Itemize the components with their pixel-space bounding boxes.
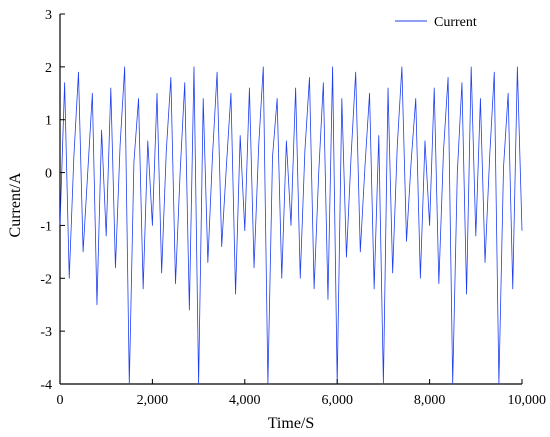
series-line-current — [59, 66, 523, 385]
y-tick-label: -1 — [40, 219, 52, 234]
y-tick-label: 3 — [45, 8, 52, 23]
tick-group: -4 -3 -2 -1 0 1 2 3 0 2,000 4,000 6,000 8,000 10,000 — [40, 8, 546, 408]
y-tick-label: -3 — [40, 325, 52, 340]
legend-label-current: Current — [434, 15, 477, 30]
y-tick-label: 1 — [45, 114, 52, 129]
legend: Current — [395, 15, 477, 30]
x-tick-label: 6,000 — [321, 393, 353, 408]
x-tick-label: 4,000 — [229, 393, 261, 408]
y-tick-label: -2 — [40, 272, 52, 287]
y-axis-title: Current/A — [7, 172, 24, 237]
plot-area: -4 -3 -2 -1 0 1 2 3 0 2,000 4,000 6,000 8,000 10,000 — [40, 8, 546, 408]
x-tick-label: 0 — [57, 393, 64, 408]
x-tick-label: 2,000 — [137, 393, 169, 408]
x-tick-label: 10,000 — [508, 393, 547, 408]
y-tick-label: 0 — [45, 167, 52, 182]
series-group — [59, 66, 523, 385]
x-axis-title: Time/S — [268, 415, 315, 432]
y-tick-label: 2 — [45, 61, 52, 76]
y-tick-label: -4 — [40, 378, 52, 393]
x-tick-label: 8,000 — [414, 393, 446, 408]
